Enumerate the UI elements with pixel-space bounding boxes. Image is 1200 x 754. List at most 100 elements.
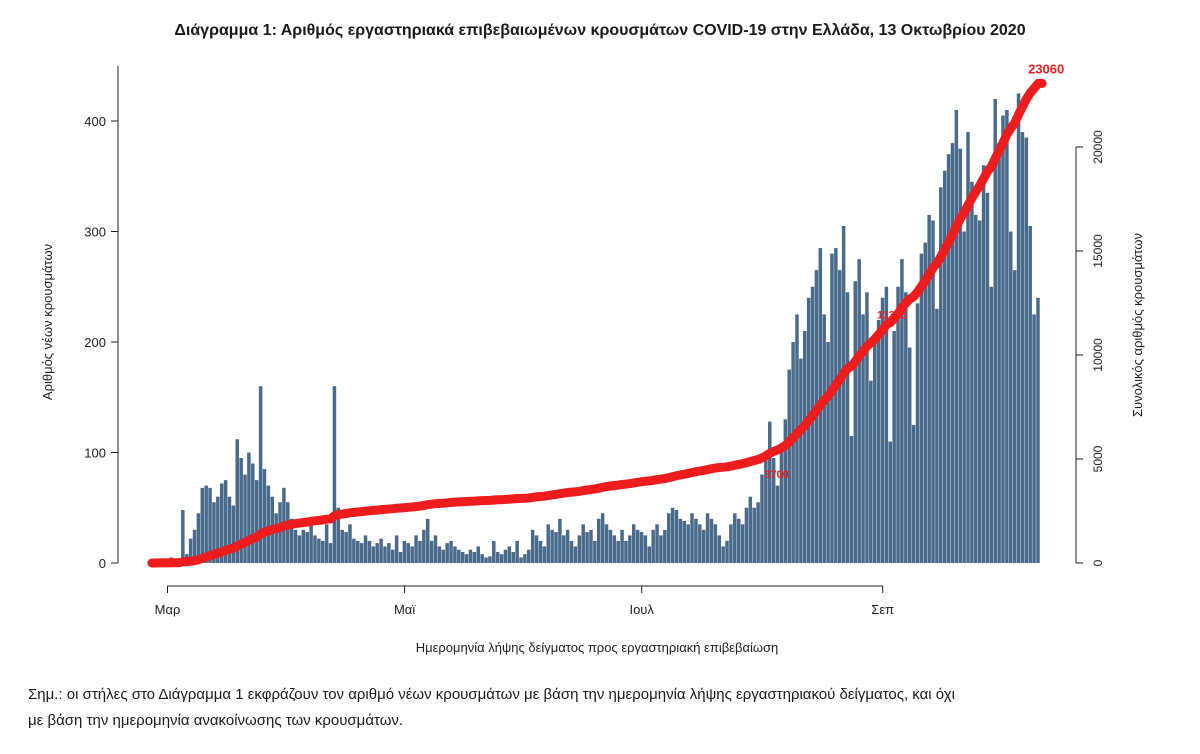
line-label-11365: 11365 xyxy=(877,310,907,322)
bar-day-145 xyxy=(713,524,718,563)
bar-day-154 xyxy=(748,496,753,563)
bar-day-38 xyxy=(297,535,302,564)
bar-day-116 xyxy=(600,513,605,563)
bar-day-16 xyxy=(212,502,216,563)
bar-day-13 xyxy=(200,487,205,563)
bar-day-89 xyxy=(495,551,500,563)
bar-day-141 xyxy=(698,524,702,563)
bar-day-123 xyxy=(628,535,632,564)
footnote: Σημ.: οι στήλες στο Διάγραμμα 1 εκφράζου… xyxy=(28,682,1188,734)
bar-day-63 xyxy=(394,535,399,564)
bar-day-110 xyxy=(577,535,582,564)
bar-day-88 xyxy=(492,540,496,563)
bar-day-83 xyxy=(472,551,477,563)
bar-day-86 xyxy=(484,557,488,563)
bar-day-44 xyxy=(321,540,325,563)
bar-day-105 xyxy=(558,518,562,563)
bar-day-216 xyxy=(989,286,994,563)
bar-day-140 xyxy=(694,518,698,563)
bar-day-213 xyxy=(977,220,982,563)
bar-day-158 xyxy=(764,452,768,563)
bar-day-151 xyxy=(736,518,741,563)
bar-day-12 xyxy=(196,513,201,563)
bar-day-46 xyxy=(328,543,333,563)
bar-day-47 xyxy=(332,386,337,563)
bar-day-170 xyxy=(810,286,815,563)
bar-day-26 xyxy=(251,463,255,563)
bar-day-208 xyxy=(958,148,962,564)
bar-day-205 xyxy=(946,154,951,563)
bar-day-100 xyxy=(538,540,543,563)
bar-day-99 xyxy=(534,535,539,564)
bar-day-184 xyxy=(865,292,869,563)
bar-day-109 xyxy=(573,546,578,563)
bar-day-35 xyxy=(286,502,290,563)
bar-day-22 xyxy=(235,439,240,563)
bar-day-159 xyxy=(768,421,772,563)
bar-day-198 xyxy=(919,253,924,563)
bar-day-52 xyxy=(352,538,356,563)
bar-day-8 xyxy=(181,509,185,563)
bar-day-39 xyxy=(301,529,306,563)
bar-day-81 xyxy=(464,554,469,563)
bar-day-195 xyxy=(907,347,912,563)
bar-day-71 xyxy=(425,518,430,563)
bar-day-190 xyxy=(888,441,893,563)
bar-day-87 xyxy=(488,556,492,563)
bar-day-162 xyxy=(779,446,784,563)
bar-day-56 xyxy=(367,540,372,563)
bar-day-192 xyxy=(896,286,900,563)
bar-day-96 xyxy=(523,554,527,563)
bar-day-134 xyxy=(670,507,675,563)
bar-day-203 xyxy=(939,187,943,564)
y2-tick-label-15000: 15000 xyxy=(1091,234,1105,268)
y-axis-label: Αριθμός νέων κρουσμάτων xyxy=(40,244,55,400)
bar-day-57 xyxy=(371,546,376,563)
bar-day-176 xyxy=(834,248,838,563)
y2-axis-label: Συνολικός αριθμός κρουσμάτων xyxy=(1130,233,1145,417)
bar-day-10 xyxy=(188,538,193,563)
bar-day-210 xyxy=(966,132,970,564)
x-tick-label-Σεπ: Σεπ xyxy=(871,602,894,617)
axes-layer: 0 100 200 300 400 Αριθμός νέων κρουσμάτων 0 500… xyxy=(40,66,1145,655)
bar-day-226 xyxy=(1028,225,1032,564)
bar-day-15 xyxy=(208,487,212,563)
y-tick-label-400: 400 xyxy=(84,114,106,129)
x-axis-label: Ημερομηνία λήψης δείγματος προς εργαστηρ… xyxy=(416,640,779,655)
bar-day-42 xyxy=(313,535,317,564)
bar-day-113 xyxy=(589,529,593,563)
bar-day-168 xyxy=(803,330,807,563)
bar-day-155 xyxy=(752,507,756,563)
bar-day-36 xyxy=(289,518,294,563)
bar-day-207 xyxy=(954,109,959,563)
bar-day-40 xyxy=(305,532,309,563)
bar-day-130 xyxy=(655,524,659,563)
bar-day-84 xyxy=(476,546,480,563)
bar-day-21 xyxy=(231,505,236,563)
bar-day-18 xyxy=(219,483,224,563)
bar-day-90 xyxy=(499,554,504,563)
bar-day-115 xyxy=(597,518,601,563)
bar-day-191 xyxy=(892,330,896,563)
bar-day-24 xyxy=(243,474,247,563)
bar-day-127 xyxy=(643,535,648,564)
x-tick-label-Μαρ: Μαρ xyxy=(155,602,181,617)
bar-day-224 xyxy=(1020,132,1025,564)
bar-day-17 xyxy=(216,496,220,563)
bar-day-61 xyxy=(387,543,391,563)
bar-day-30 xyxy=(266,485,271,563)
bar-day-107 xyxy=(565,529,570,563)
bar-day-119 xyxy=(612,535,617,564)
bar-day-206 xyxy=(950,143,955,563)
bar-day-43 xyxy=(317,538,321,563)
y-tick-label-200: 200 xyxy=(84,335,106,350)
bar-day-93 xyxy=(511,551,515,563)
bar-day-49 xyxy=(340,529,344,563)
bar-day-180 xyxy=(849,435,854,563)
bar-day-45 xyxy=(324,524,329,563)
bar-day-182 xyxy=(857,259,861,564)
bar-day-228 xyxy=(1036,297,1040,563)
bar-day-199 xyxy=(923,242,927,564)
bar-day-149 xyxy=(729,524,733,563)
bar-day-51 xyxy=(348,524,352,563)
